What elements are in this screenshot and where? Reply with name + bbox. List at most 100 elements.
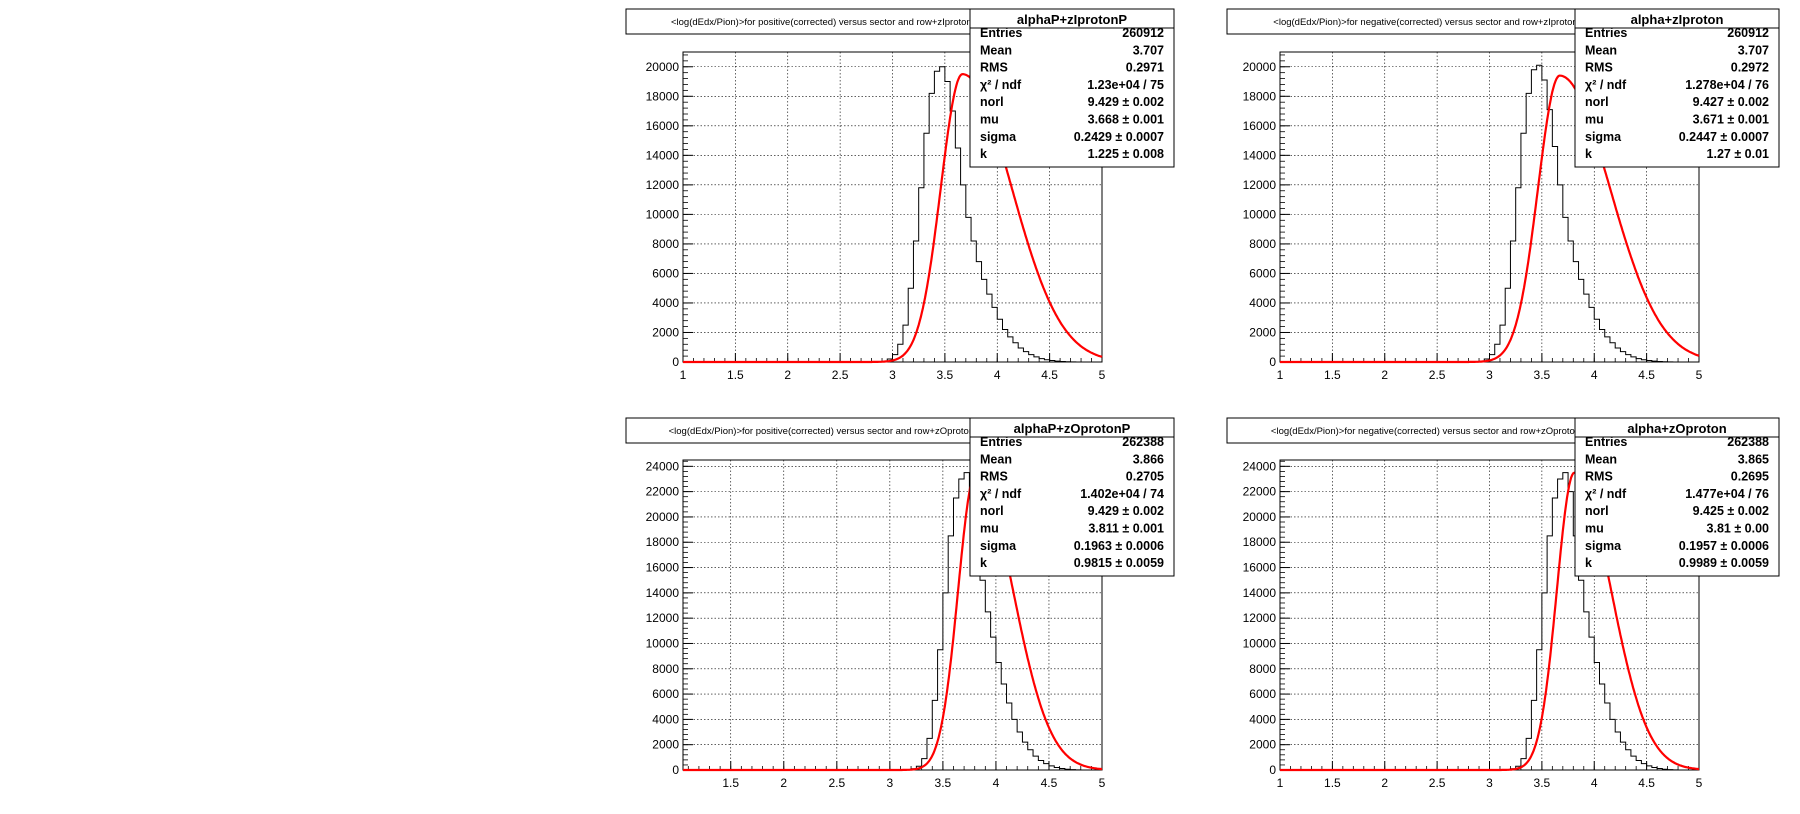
fit-curve bbox=[1280, 74, 1700, 364]
fit-curve bbox=[683, 72, 1103, 364]
stats-label: RMS bbox=[1585, 470, 1613, 484]
y-tick-label: 12000 bbox=[646, 178, 680, 192]
pad-2: 1 1.5 2 2.5 3 3.5 4 4.5 5 0 2000 4000 6000 8000 10000 1… bbox=[1226, 8, 1780, 382]
x-tick-label: 3 bbox=[887, 776, 894, 790]
stats-label: k bbox=[980, 556, 987, 570]
stats-label: RMS bbox=[980, 470, 1008, 484]
title-box bbox=[625, 417, 1024, 444]
y-tick-label: 14000 bbox=[646, 148, 680, 162]
stats-value: 1.27 ± 0.01 bbox=[1707, 147, 1770, 161]
y-tick-label: 24000 bbox=[1243, 459, 1277, 473]
y-tick-label: 18000 bbox=[1243, 89, 1277, 103]
stats-box bbox=[969, 417, 1175, 577]
y-tick-label: 4000 bbox=[652, 296, 679, 310]
x-tick-label: 5 bbox=[1099, 368, 1106, 382]
histogram-line bbox=[683, 472, 1102, 771]
y-tick-label: 16000 bbox=[1243, 561, 1277, 575]
y-tick-label: 22000 bbox=[646, 485, 680, 499]
x-tick-label: 1.5 bbox=[727, 368, 744, 382]
y-tick-label: 20000 bbox=[1243, 510, 1277, 524]
pad-4: 1 1.5 2 2.5 3 3.5 4 4.5 5 0 2000 4000 6000 8000 10000 1… bbox=[1226, 417, 1780, 790]
x-tick-label: 4.5 bbox=[1638, 368, 1655, 382]
x-tick-label: 4.5 bbox=[1041, 776, 1058, 790]
x-tick-label: 3 bbox=[1486, 368, 1493, 382]
fit-curve bbox=[683, 471, 1103, 772]
x-tick-label: 1 bbox=[1277, 368, 1284, 382]
stats-label: norl bbox=[980, 504, 1004, 518]
y-tick-label: 12000 bbox=[1243, 611, 1277, 625]
stats-value: 1.477e+04 / 76 bbox=[1685, 487, 1769, 501]
stats-box bbox=[1574, 417, 1780, 577]
y-tick-label: 8000 bbox=[1249, 237, 1276, 251]
stats-value: 3.866 bbox=[1133, 452, 1164, 466]
y-tick-label: 6000 bbox=[652, 266, 679, 280]
stats-name: alphaP+zIprotonP bbox=[1017, 12, 1127, 27]
stats-value: 3.81 ± 0.00 bbox=[1707, 522, 1770, 536]
stats-label: χ² / ndf bbox=[1585, 78, 1627, 92]
x-tick-label: 2 bbox=[784, 368, 791, 382]
chart-title: <log(dEdx/Pion)>for positive(corrected) … bbox=[669, 426, 981, 437]
stats-value: 3.811 ± 0.001 bbox=[1088, 522, 1164, 536]
y-tick-label: 8000 bbox=[652, 662, 679, 676]
stats-value: 0.9815 ± 0.0059 bbox=[1074, 556, 1164, 570]
y-tick-label: 0 bbox=[672, 763, 679, 777]
x-tick-label: 5 bbox=[1696, 368, 1703, 382]
stats-label: RMS bbox=[980, 61, 1008, 75]
chart-title: <log(dEdx/Pion)>for positive(corrected) … bbox=[671, 17, 978, 28]
stats-value: 3.707 bbox=[1133, 43, 1164, 57]
x-tick-label: 3 bbox=[889, 368, 896, 382]
stats-label: χ² / ndf bbox=[980, 78, 1022, 92]
y-tick-label: 10000 bbox=[646, 636, 680, 650]
stats-label: mu bbox=[1585, 113, 1604, 127]
y-tick-label: 16000 bbox=[646, 119, 680, 133]
y-tick-label: 6000 bbox=[1249, 687, 1276, 701]
stats-label: norl bbox=[1585, 504, 1609, 518]
stats-label: Entries bbox=[1585, 26, 1627, 40]
stats-value: 260912 bbox=[1727, 26, 1769, 40]
stats-label: sigma bbox=[980, 130, 1017, 144]
x-tick-label: 2 bbox=[1381, 368, 1388, 382]
y-tick-label: 14000 bbox=[1243, 148, 1277, 162]
y-tick-label: 24000 bbox=[646, 459, 680, 473]
stats-label: Mean bbox=[1585, 43, 1617, 57]
stats-value: 3.707 bbox=[1738, 43, 1769, 57]
stats-value: 1.23e+04 / 75 bbox=[1087, 78, 1164, 92]
y-tick-label: 20000 bbox=[646, 60, 680, 74]
y-tick-label: 14000 bbox=[1243, 586, 1277, 600]
x-tick-label: 4 bbox=[1591, 368, 1598, 382]
x-tick-label: 3.5 bbox=[935, 776, 952, 790]
x-tick-label: 4 bbox=[1591, 776, 1598, 790]
stats-label: Entries bbox=[1585, 435, 1627, 449]
x-tick-label: 2.5 bbox=[832, 368, 849, 382]
histogram-line bbox=[1280, 64, 1699, 363]
y-tick-label: 8000 bbox=[1249, 662, 1276, 676]
pad-3: 1.5 2 2.5 3 3.5 4 4.5 5 0 2000 4000 6000 8000 10000 12… bbox=[625, 417, 1175, 790]
stats-label: Mean bbox=[980, 452, 1012, 466]
y-tick-label: 10000 bbox=[1243, 636, 1277, 650]
stats-label: sigma bbox=[1585, 539, 1622, 553]
y-tick-label: 0 bbox=[672, 355, 679, 369]
stats-value: 0.2971 bbox=[1126, 61, 1164, 75]
stats-value: 1.402e+04 / 74 bbox=[1080, 487, 1164, 501]
y-tick-label: 16000 bbox=[1243, 119, 1277, 133]
stats-value: 9.425 ± 0.002 bbox=[1693, 504, 1769, 518]
x-tick-label: 4 bbox=[994, 368, 1001, 382]
x-tick-label: 1 bbox=[1277, 776, 1284, 790]
fit-curve bbox=[1280, 471, 1700, 772]
stats-value: 262388 bbox=[1122, 435, 1164, 449]
histogram-line bbox=[683, 66, 1102, 363]
stats-label: Entries bbox=[980, 435, 1022, 449]
x-tick-label: 1.5 bbox=[1324, 368, 1341, 382]
x-tick-label: 4.5 bbox=[1041, 368, 1058, 382]
stats-value: 0.1963 ± 0.0006 bbox=[1074, 539, 1164, 553]
stats-value: 9.427 ± 0.002 bbox=[1693, 95, 1769, 109]
stats-label: Mean bbox=[1585, 452, 1617, 466]
x-tick-label: 3 bbox=[1486, 776, 1493, 790]
stats-label: χ² / ndf bbox=[1585, 487, 1627, 501]
stats-label: norl bbox=[1585, 95, 1609, 109]
stats-label: mu bbox=[980, 113, 999, 127]
y-tick-label: 2000 bbox=[1249, 325, 1276, 339]
y-tick-label: 4000 bbox=[1249, 712, 1276, 726]
y-tick-label: 2000 bbox=[652, 738, 679, 752]
x-tick-label: 2 bbox=[780, 776, 787, 790]
